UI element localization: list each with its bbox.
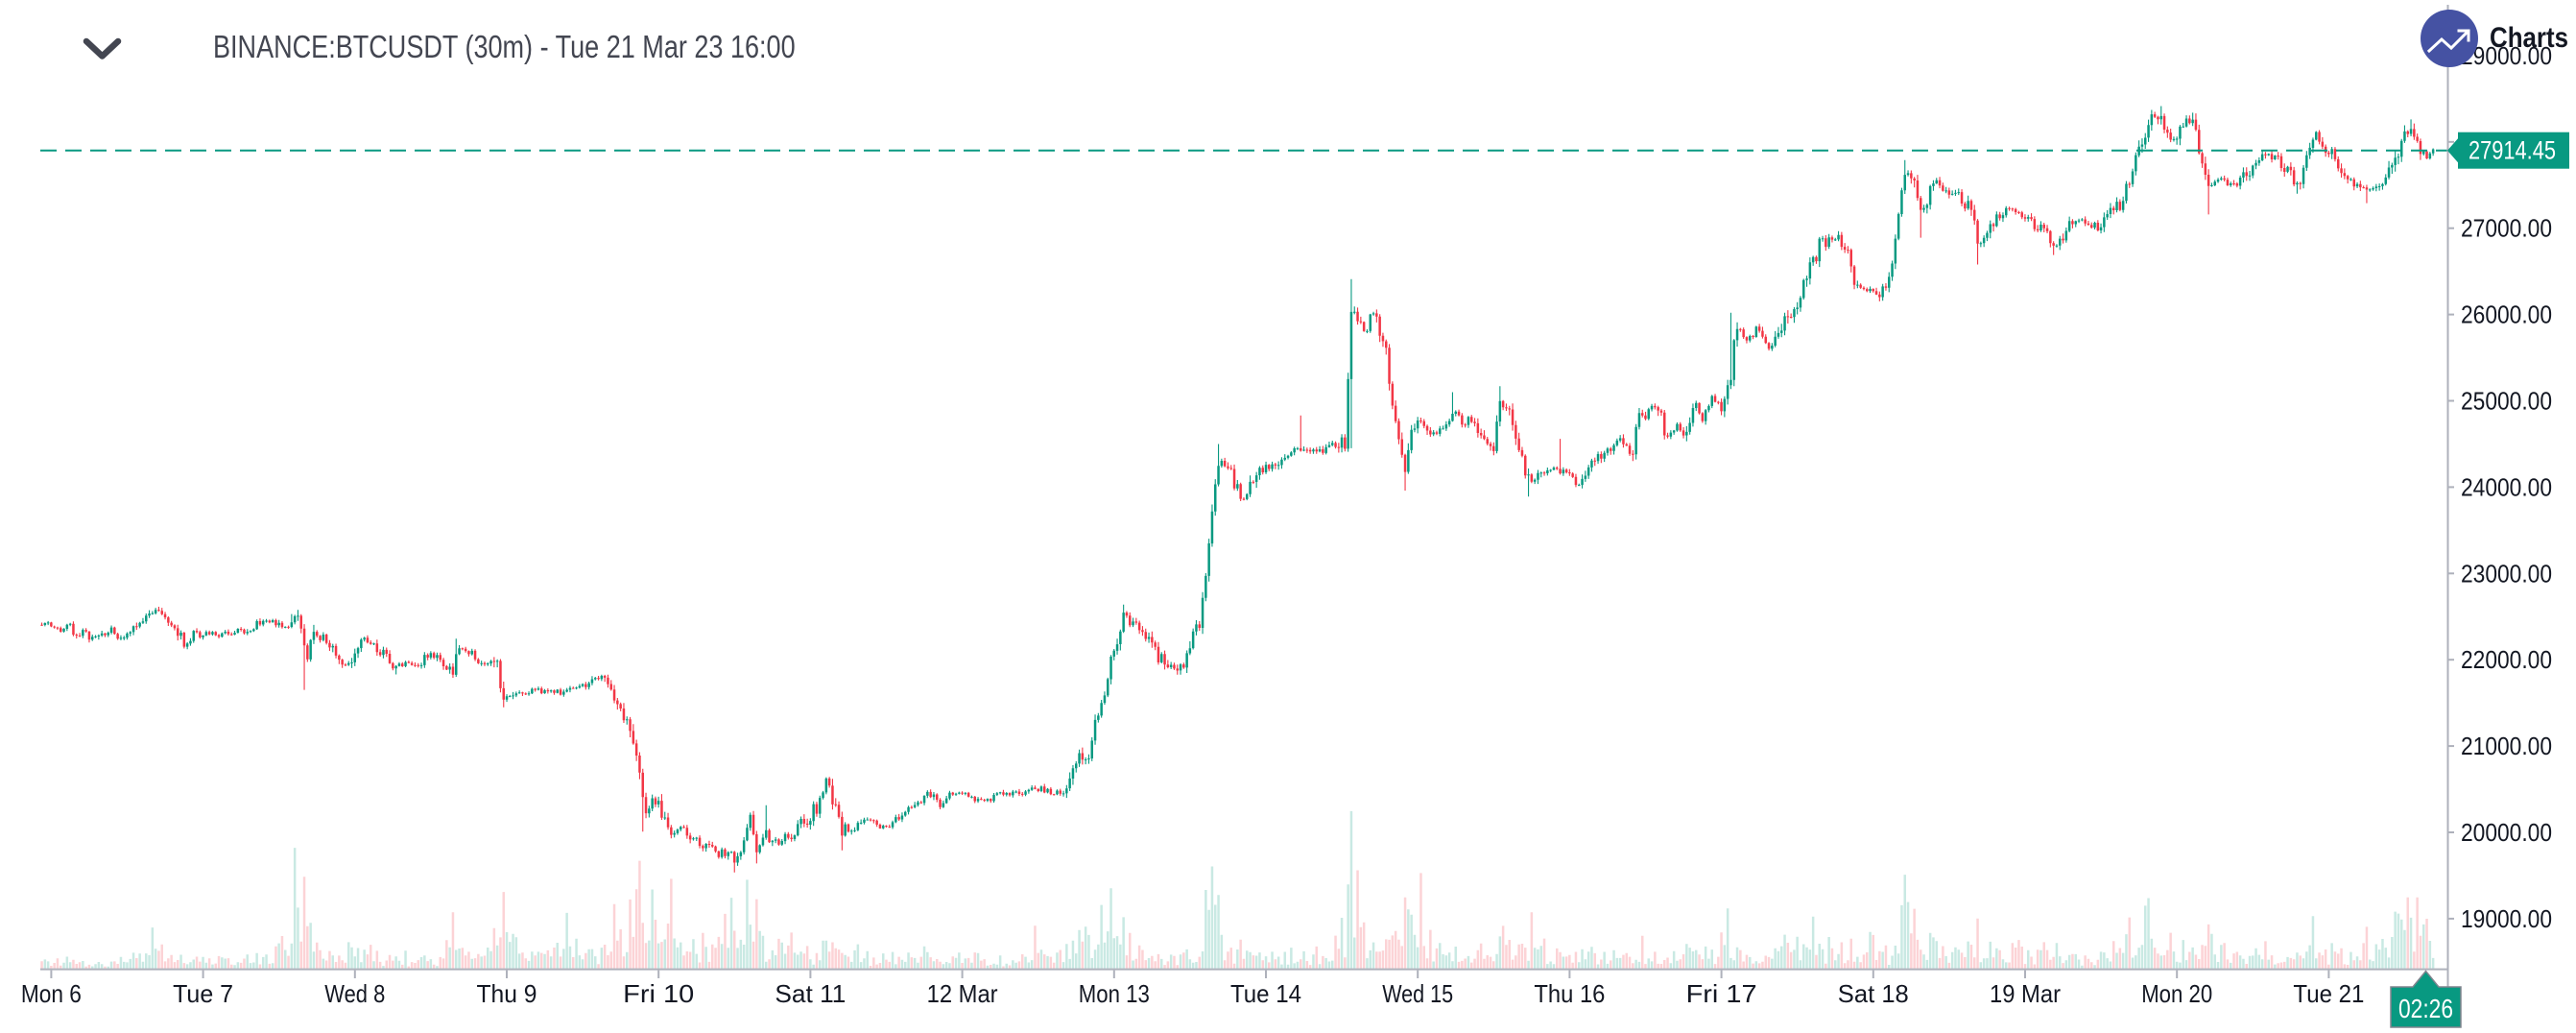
svg-text:19000.00: 19000.00 xyxy=(2461,904,2552,933)
svg-text:BINANCE:BTCUSDT (30m) - Tue 21: BINANCE:BTCUSDT (30m) - Tue 21 Mar 23 16… xyxy=(213,31,796,65)
svg-text:20000.00: 20000.00 xyxy=(2461,818,2552,847)
svg-text:Thu 16: Thu 16 xyxy=(1534,979,1605,1008)
svg-text:27000.00: 27000.00 xyxy=(2461,214,2552,243)
svg-text:25000.00: 25000.00 xyxy=(2461,387,2552,416)
svg-text:26000.00: 26000.00 xyxy=(2461,300,2552,329)
svg-text:22000.00: 22000.00 xyxy=(2461,645,2552,674)
svg-text:Charts: Charts xyxy=(2490,22,2568,54)
svg-text:Mon 13: Mon 13 xyxy=(1079,979,1150,1008)
svg-text:27914.45: 27914.45 xyxy=(2469,136,2556,165)
svg-text:b: b xyxy=(2574,22,2576,54)
svg-text:19 Mar: 19 Mar xyxy=(1990,979,2061,1008)
svg-text:Fri 10: Fri 10 xyxy=(623,979,694,1008)
svg-text:Sat 11: Sat 11 xyxy=(775,979,846,1008)
svg-text:02:26: 02:26 xyxy=(2398,994,2453,1023)
svg-text:Tue 7: Tue 7 xyxy=(173,979,233,1008)
svg-text:Tue 14: Tue 14 xyxy=(1230,979,1301,1008)
svg-text:Wed 8: Wed 8 xyxy=(324,979,385,1008)
svg-text:Thu 9: Thu 9 xyxy=(477,979,537,1008)
svg-text:23000.00: 23000.00 xyxy=(2461,559,2552,588)
svg-text:Wed 15: Wed 15 xyxy=(1382,979,1453,1008)
svg-text:Tue 21: Tue 21 xyxy=(2293,979,2364,1008)
svg-text:Mon 20: Mon 20 xyxy=(2141,979,2212,1008)
svg-text:Fri 17: Fri 17 xyxy=(1686,979,1757,1008)
svg-text:12 Mar: 12 Mar xyxy=(927,979,998,1008)
svg-text:21000.00: 21000.00 xyxy=(2461,732,2552,760)
svg-text:24000.00: 24000.00 xyxy=(2461,472,2552,501)
svg-text:Mon 6: Mon 6 xyxy=(21,979,82,1008)
svg-text:Sat 18: Sat 18 xyxy=(1838,979,1909,1008)
